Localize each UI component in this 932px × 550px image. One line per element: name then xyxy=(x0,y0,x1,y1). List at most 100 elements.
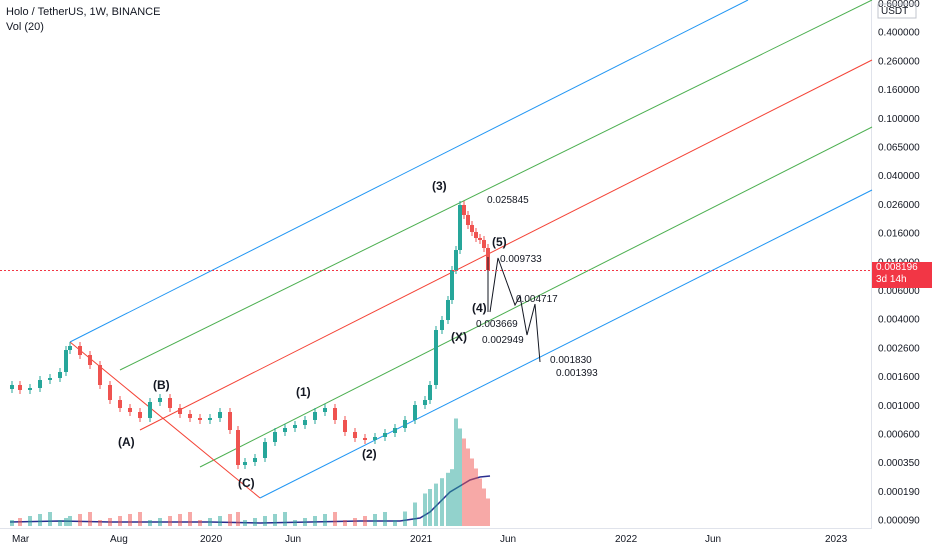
pitchfork[interactable] xyxy=(69,0,873,499)
time-tick-label: 2023 xyxy=(825,534,848,545)
volume-bar xyxy=(48,512,52,526)
volume-bar xyxy=(446,472,450,526)
volume-bar xyxy=(18,518,22,526)
pitchfork-upper-line[interactable] xyxy=(69,0,749,343)
candlestick-series[interactable] xyxy=(10,201,490,469)
pitchfork-lower-median-line[interactable] xyxy=(199,126,873,468)
candle-body xyxy=(158,398,162,402)
volume-bar xyxy=(413,502,417,526)
candle-body xyxy=(236,430,240,465)
candle-body xyxy=(218,412,222,418)
candle-body xyxy=(253,458,257,462)
price-annotations: 0.025845 0.009733 0.004717 0.003669 0.002949… xyxy=(476,195,598,379)
volume-bar xyxy=(462,438,466,526)
projection-path[interactable] xyxy=(489,257,541,363)
price-tick-label: 0.160000 xyxy=(878,85,920,96)
price-tick-label: 0.065000 xyxy=(878,143,920,154)
volume-bar xyxy=(138,512,142,526)
volume-bar xyxy=(393,520,397,526)
candle-body xyxy=(458,205,462,250)
candle-body xyxy=(10,385,14,389)
volume-bar xyxy=(28,516,32,526)
candle-body xyxy=(168,398,172,408)
volume-bar xyxy=(470,458,474,526)
candle-body xyxy=(228,412,232,430)
price-tick-label: 0.400000 xyxy=(878,28,920,39)
volume-bar xyxy=(482,488,486,526)
volume-bar xyxy=(423,493,427,526)
candle-body xyxy=(64,350,68,372)
currency-badge[interactable]: USDT xyxy=(881,6,908,17)
time-tick-label: Mar xyxy=(12,534,30,545)
wave-label: (B) xyxy=(153,378,170,392)
candle-body xyxy=(343,420,347,432)
candle-body xyxy=(188,414,192,418)
candle-body xyxy=(470,225,474,232)
candle-body xyxy=(208,418,212,420)
pitchfork-median-line[interactable] xyxy=(139,59,873,431)
pitchfork-upper-median-line[interactable] xyxy=(119,0,873,371)
candle-body xyxy=(363,438,367,440)
candle-body xyxy=(383,433,387,437)
volume-bar xyxy=(293,520,297,526)
candle-body xyxy=(434,330,438,385)
candle-body xyxy=(373,437,377,440)
volume-bar xyxy=(303,518,307,526)
current-price-badge: 0.008196 3d 14h xyxy=(872,262,932,288)
volume-bar xyxy=(38,514,42,526)
volume-bar xyxy=(273,514,277,526)
volume-bar xyxy=(343,520,347,526)
candle-body xyxy=(178,408,182,414)
wave-label: (A) xyxy=(118,435,135,449)
price-annotation: 0.001830 xyxy=(550,355,592,366)
candle-body xyxy=(88,355,92,365)
volume-bars xyxy=(10,418,490,526)
wave-label: (5) xyxy=(492,235,507,249)
wave-label: (X) xyxy=(451,330,467,344)
price-tick-label: 0.000600 xyxy=(878,430,920,441)
time-tick-label: 2021 xyxy=(410,534,433,545)
volume-bar xyxy=(466,448,470,526)
volume-bar xyxy=(243,520,247,526)
candle-body xyxy=(450,270,454,300)
volume-bar xyxy=(218,516,222,526)
wave-label: (2) xyxy=(362,447,377,461)
volume-bar xyxy=(474,468,478,526)
price-tick-label: 0.600000 xyxy=(878,0,920,10)
candle-body xyxy=(303,420,307,425)
candle-body xyxy=(313,412,317,420)
time-tick-label: 2020 xyxy=(200,534,223,545)
volume-bar xyxy=(253,518,257,526)
candle-body xyxy=(243,462,247,465)
candle-body xyxy=(474,232,478,238)
candle-body xyxy=(128,408,132,412)
volume-bar xyxy=(363,516,367,526)
candle-body xyxy=(323,408,327,412)
time-tick-label: Jun xyxy=(705,534,721,545)
candle-body xyxy=(462,205,466,215)
volume-bar xyxy=(323,514,327,526)
pitchfork-lower-line[interactable] xyxy=(259,189,873,499)
candle-body xyxy=(148,402,152,418)
volume-bar xyxy=(10,520,14,526)
candle-body xyxy=(263,442,267,458)
volume-indicator-label[interactable]: Vol (20) xyxy=(6,21,44,33)
volume-bar xyxy=(128,514,132,526)
volume-bar xyxy=(283,512,287,526)
candle-body xyxy=(403,420,407,428)
candle-body xyxy=(28,388,32,390)
volume-bar xyxy=(88,512,92,526)
candle-body xyxy=(353,432,357,438)
price-tick-label: 0.000090 xyxy=(878,516,920,527)
volume-bar xyxy=(313,516,317,526)
volume-bar xyxy=(98,520,102,526)
candle-body xyxy=(482,240,486,248)
price-tick-label: 0.000350 xyxy=(878,458,920,469)
volume-bar xyxy=(228,514,232,526)
candle-body xyxy=(423,400,427,405)
candle-body xyxy=(198,418,202,420)
price-axis[interactable] xyxy=(872,0,932,520)
price-tick-label: 0.001600 xyxy=(878,372,920,383)
price-tick-label: 0.040000 xyxy=(878,171,920,182)
